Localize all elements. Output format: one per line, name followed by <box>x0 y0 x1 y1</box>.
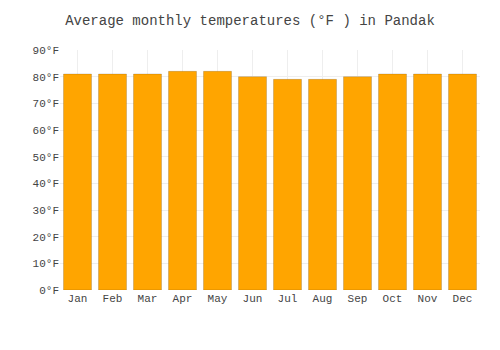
svg-text:0°F: 0°F <box>39 285 59 297</box>
svg-text:Aug: Aug <box>313 293 333 305</box>
svg-text:30°F: 30°F <box>33 205 59 217</box>
svg-text:May: May <box>208 293 228 305</box>
svg-text:70°F: 70°F <box>33 98 59 110</box>
svg-text:Dec: Dec <box>453 293 473 305</box>
svg-text:Jan: Jan <box>68 293 88 305</box>
svg-text:Apr: Apr <box>173 293 193 305</box>
svg-text:90°F: 90°F <box>33 45 59 57</box>
svg-text:Feb: Feb <box>103 293 123 305</box>
svg-text:80°F: 80°F <box>33 72 59 84</box>
svg-text:Jun: Jun <box>243 293 263 305</box>
svg-text:Mar: Mar <box>138 293 158 305</box>
svg-text:Sep: Sep <box>348 293 368 305</box>
svg-text:50°F: 50°F <box>33 152 59 164</box>
svg-text:Oct: Oct <box>383 293 403 305</box>
svg-text:60°F: 60°F <box>33 125 59 137</box>
svg-text:40°F: 40°F <box>33 178 59 190</box>
svg-text:Nov: Nov <box>418 293 438 305</box>
svg-text:10°F: 10°F <box>33 258 59 270</box>
svg-text:Jul: Jul <box>278 293 298 305</box>
svg-text:Average monthly temperatures (: Average monthly temperatures (°F ) in Pa… <box>65 13 435 29</box>
svg-text:20°F: 20°F <box>33 232 59 244</box>
